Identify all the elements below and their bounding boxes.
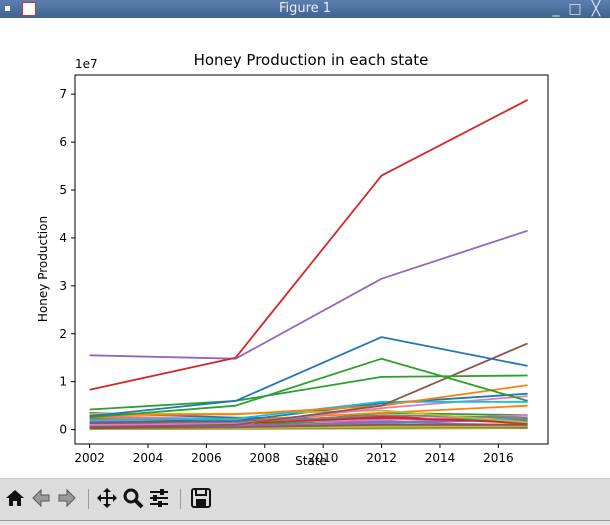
arrow-left-icon[interactable] xyxy=(30,487,52,509)
y-tick-label: 7 xyxy=(59,87,67,101)
window-menu-icon[interactable] xyxy=(5,6,10,11)
close-button[interactable]: ╳ xyxy=(591,1,601,17)
arrow-right-icon[interactable] xyxy=(56,487,78,509)
series-line-0 xyxy=(89,99,529,391)
x-tick-label: 2008 xyxy=(250,451,281,465)
toolbar-separator xyxy=(180,489,181,509)
x-tick-label: 2016 xyxy=(483,451,514,465)
series-line-3 xyxy=(89,357,528,419)
navigation-toolbar xyxy=(0,478,610,521)
series-line-2 xyxy=(89,336,528,418)
move-icon[interactable] xyxy=(96,487,118,509)
series-line-4 xyxy=(89,374,528,411)
toolbar-separator xyxy=(88,489,89,509)
x-tick-label: 2002 xyxy=(74,451,105,465)
y-tick-label: 2 xyxy=(59,327,67,341)
home-icon[interactable] xyxy=(4,487,26,509)
y-tick-label: 4 xyxy=(59,231,67,245)
magnifier-icon[interactable] xyxy=(122,487,144,509)
y-tick-label: 1 xyxy=(59,375,67,389)
x-tick-label: 2012 xyxy=(366,451,397,465)
series-line-5 xyxy=(89,342,528,429)
y-axis-label: Honey Production xyxy=(36,216,50,322)
y-tick-label: 0 xyxy=(59,423,67,437)
sliders-icon[interactable] xyxy=(148,487,170,509)
minimize-button[interactable]: _ xyxy=(552,1,560,17)
x-tick-label: 2010 xyxy=(308,451,339,465)
y-tick-label: 6 xyxy=(59,135,67,149)
x-axis-label: State xyxy=(295,454,327,468)
maximize-button[interactable]: □ xyxy=(568,1,582,17)
x-tick-label: 2004 xyxy=(133,451,164,465)
window-titlebar: Figure 1 _ □ ╳ xyxy=(0,0,610,18)
x-tick-label: 2006 xyxy=(191,451,222,465)
floppy-disk-icon[interactable] xyxy=(190,487,212,509)
chart-title: Honey Production in each state xyxy=(194,51,429,69)
line-chart: Honey Production in each state 1e7 State… xyxy=(36,51,549,468)
series-line-9 xyxy=(89,409,528,424)
figure-canvas[interactable]: Honey Production in each state 1e7 State… xyxy=(0,18,610,478)
series-line-15 xyxy=(89,423,528,430)
y-tick-label: 5 xyxy=(59,183,67,197)
axis-ticks: 2002 2004 2006 2008 2010 2012 2014 2016 0 1 2 3 4 5 6 7 xyxy=(59,87,513,465)
x-tick-label: 2014 xyxy=(425,451,456,465)
status-bar xyxy=(0,520,610,525)
series-lines xyxy=(89,99,529,431)
series-line-6 xyxy=(89,384,528,417)
series-line-1 xyxy=(89,229,528,360)
y-axis-offset-label: 1e7 xyxy=(75,57,98,71)
window-title: Figure 1 xyxy=(278,1,332,16)
plot-frame xyxy=(74,74,549,445)
app-icon xyxy=(22,2,36,16)
y-tick-label: 3 xyxy=(59,279,67,293)
